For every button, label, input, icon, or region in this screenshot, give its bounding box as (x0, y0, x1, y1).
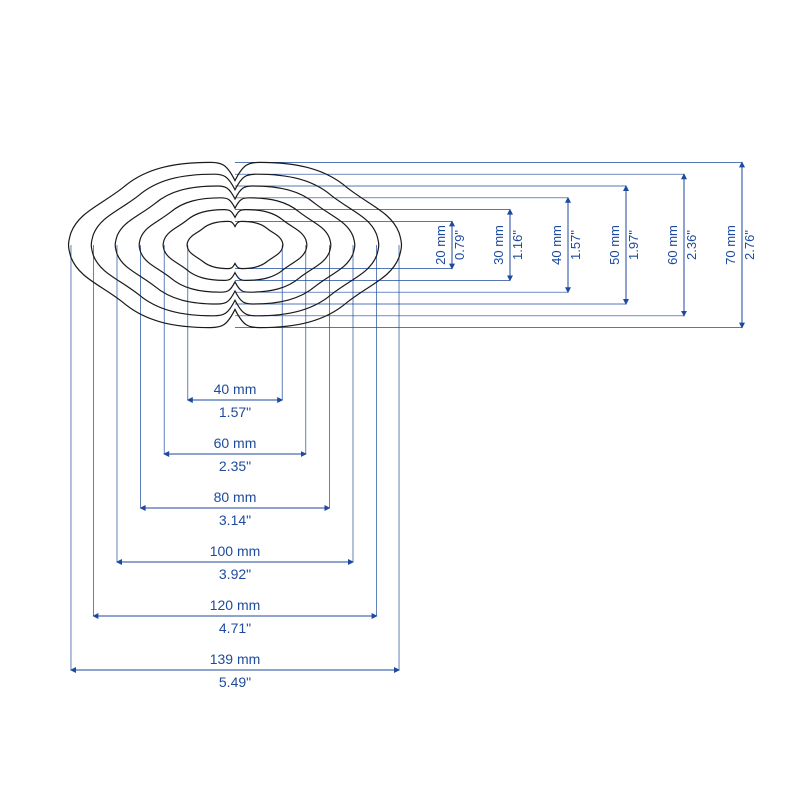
width-mm-2: 80 mm (214, 489, 257, 505)
width-in-1: 2.35" (219, 458, 251, 474)
height-dimensions: 20 mm 0.79" 30 mm 1.16" 40 mm 1.57" 50 mm 1.97"… (433, 162, 757, 327)
frame-4 (91, 174, 378, 316)
width-in-5: 5.49" (219, 674, 251, 690)
height-mm-3: 50 mm (607, 225, 622, 265)
height-in-3: 1.97" (626, 230, 641, 260)
height-mm-0: 20 mm (433, 225, 448, 265)
height-mm-5: 70 mm (723, 225, 738, 265)
height-mm-1: 30 mm (491, 225, 506, 265)
frame-3 (115, 186, 355, 304)
height-in-1: 1.16" (510, 230, 525, 260)
width-dimensions: 40 mm 1.57" 60 mm 2.35" 80 mm 3.14" 100 mm 3.92… (71, 381, 399, 690)
width-in-0: 1.57" (219, 404, 251, 420)
width-in-2: 3.14" (219, 512, 251, 528)
width-in-4: 4.71" (219, 620, 251, 636)
width-mm-4: 120 mm (210, 597, 261, 613)
height-mm-4: 60 mm (665, 225, 680, 265)
frame-0 (187, 221, 283, 268)
height-in-5: 2.76" (742, 230, 757, 260)
width-mm-5: 139 mm (210, 651, 261, 667)
extension-lines (71, 162, 742, 670)
height-mm-2: 40 mm (549, 225, 564, 265)
frame-2 (139, 198, 331, 292)
width-in-3: 3.92" (219, 566, 251, 582)
height-in-0: 0.79" (452, 230, 467, 260)
width-mm-0: 40 mm (214, 381, 257, 397)
frame-1 (163, 210, 307, 281)
height-in-2: 1.57" (568, 230, 583, 260)
nested-frames (69, 162, 402, 327)
width-mm-1: 60 mm (214, 435, 257, 451)
height-in-4: 2.36" (684, 230, 699, 260)
frame-5 (69, 162, 402, 327)
dimension-diagram: 40 mm 1.57" 60 mm 2.35" 80 mm 3.14" 100 mm 3.92… (0, 0, 800, 800)
width-mm-3: 100 mm (210, 543, 261, 559)
